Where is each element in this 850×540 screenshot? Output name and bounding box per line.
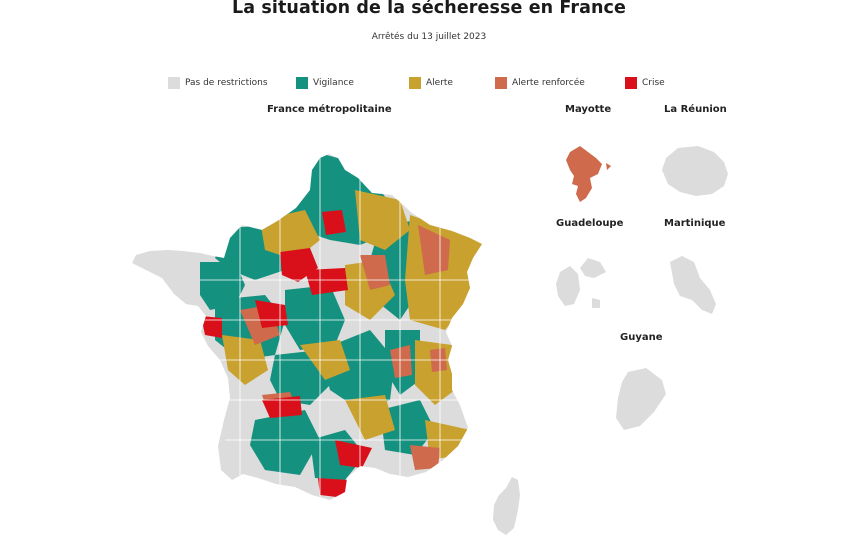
zone-vigilance-brittany <box>200 262 245 310</box>
guadeloupe-map <box>556 258 606 308</box>
zone-crise-bordeaux <box>262 396 302 418</box>
legend-item-crise: Crise <box>625 77 665 89</box>
zone-crise-center <box>305 268 348 295</box>
zone-crise-pyrenees <box>318 478 348 498</box>
zone-crise-vendee <box>201 316 222 338</box>
legend: Pas de restrictions Vigilance Alerte Ale… <box>168 75 665 91</box>
zone-alerte-north-center <box>260 210 320 260</box>
zone-vigilance-provence <box>380 400 435 455</box>
zone-vigilance-southwest <box>250 410 320 475</box>
zone-crise-herault <box>335 440 372 468</box>
zone-alerte-champagne <box>355 190 410 250</box>
zone-vigilance-center <box>285 285 345 350</box>
label-metropole: France métropolitaine <box>267 104 392 115</box>
mayotte-map <box>566 146 611 202</box>
label-mayotte: Mayotte <box>565 104 612 115</box>
page-title: La situation de la sécheresse en France <box>231 0 626 18</box>
legend-label-none: Pas de restrictions <box>185 78 268 88</box>
zone-crise-paris-north <box>322 210 346 235</box>
legend-swatch-vigilance <box>296 77 308 89</box>
label-guadeloupe: Guadeloupe <box>556 218 624 229</box>
zone-renforcee-rhone <box>390 345 412 378</box>
legend-label-crise: Crise <box>642 78 665 88</box>
corsica <box>493 477 520 535</box>
guyane-map <box>616 368 666 430</box>
legend-label-vigilance: Vigilance <box>313 78 354 88</box>
legend-label-alerte: Alerte <box>426 78 453 88</box>
zone-alerte-ne <box>405 215 482 330</box>
label-martinique: Martinique <box>664 218 726 229</box>
zone-renforcee-ne <box>418 225 450 275</box>
label-reunion: La Réunion <box>664 104 727 115</box>
legend-item-vigilance: Vigilance <box>296 77 409 89</box>
legend-item-none: Pas de restrictions <box>168 77 296 89</box>
metropole-map <box>132 154 482 500</box>
legend-label-renforcee: Alerte renforcée <box>512 78 585 88</box>
zone-alerte-occitanie <box>345 395 395 440</box>
legend-swatch-renforcee <box>495 77 507 89</box>
legend-item-renforcee: Alerte renforcée <box>495 77 625 89</box>
zone-renforcee-champagne <box>360 255 390 290</box>
label-guyane: Guyane <box>620 332 663 343</box>
department-borders <box>200 154 480 500</box>
legend-item-alerte: Alerte <box>409 77 495 89</box>
legend-swatch-alerte <box>409 77 421 89</box>
zone-renforcee-se <box>410 445 440 470</box>
legend-swatch-crise <box>625 77 637 89</box>
zone-vigilance-south <box>310 430 365 480</box>
reunion-map <box>662 146 728 196</box>
page-subtitle: Arrêtés du 13 juillet 2023 <box>371 32 487 42</box>
legend-swatch-none <box>168 77 180 89</box>
martinique-map <box>670 256 716 314</box>
